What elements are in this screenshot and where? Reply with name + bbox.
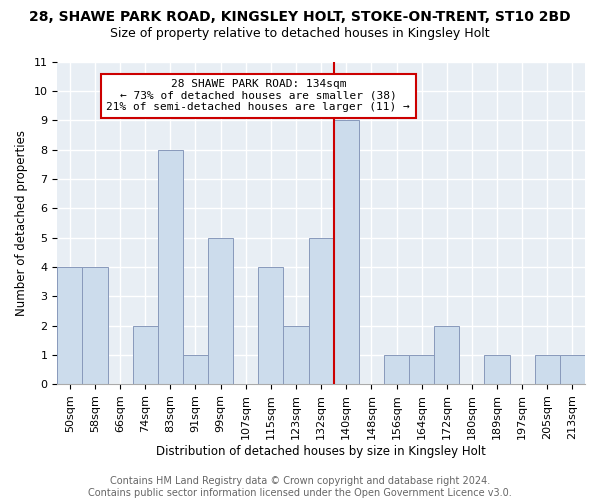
Bar xyxy=(133,326,158,384)
Bar xyxy=(259,267,283,384)
Bar xyxy=(158,150,183,384)
Bar xyxy=(434,326,460,384)
Bar xyxy=(484,355,509,384)
Bar xyxy=(208,238,233,384)
Text: Contains HM Land Registry data © Crown copyright and database right 2024.
Contai: Contains HM Land Registry data © Crown c… xyxy=(88,476,512,498)
Y-axis label: Number of detached properties: Number of detached properties xyxy=(15,130,28,316)
Bar xyxy=(183,355,208,384)
Text: 28 SHAWE PARK ROAD: 134sqm
← 73% of detached houses are smaller (38)
21% of semi: 28 SHAWE PARK ROAD: 134sqm ← 73% of deta… xyxy=(106,79,410,112)
Bar xyxy=(57,267,82,384)
Text: Size of property relative to detached houses in Kingsley Holt: Size of property relative to detached ho… xyxy=(110,28,490,40)
Bar xyxy=(308,238,334,384)
Bar xyxy=(384,355,409,384)
Bar xyxy=(283,326,308,384)
X-axis label: Distribution of detached houses by size in Kingsley Holt: Distribution of detached houses by size … xyxy=(156,444,486,458)
Bar xyxy=(535,355,560,384)
Text: 28, SHAWE PARK ROAD, KINGSLEY HOLT, STOKE-ON-TRENT, ST10 2BD: 28, SHAWE PARK ROAD, KINGSLEY HOLT, STOK… xyxy=(29,10,571,24)
Bar xyxy=(334,120,359,384)
Bar xyxy=(82,267,107,384)
Bar xyxy=(560,355,585,384)
Bar xyxy=(409,355,434,384)
